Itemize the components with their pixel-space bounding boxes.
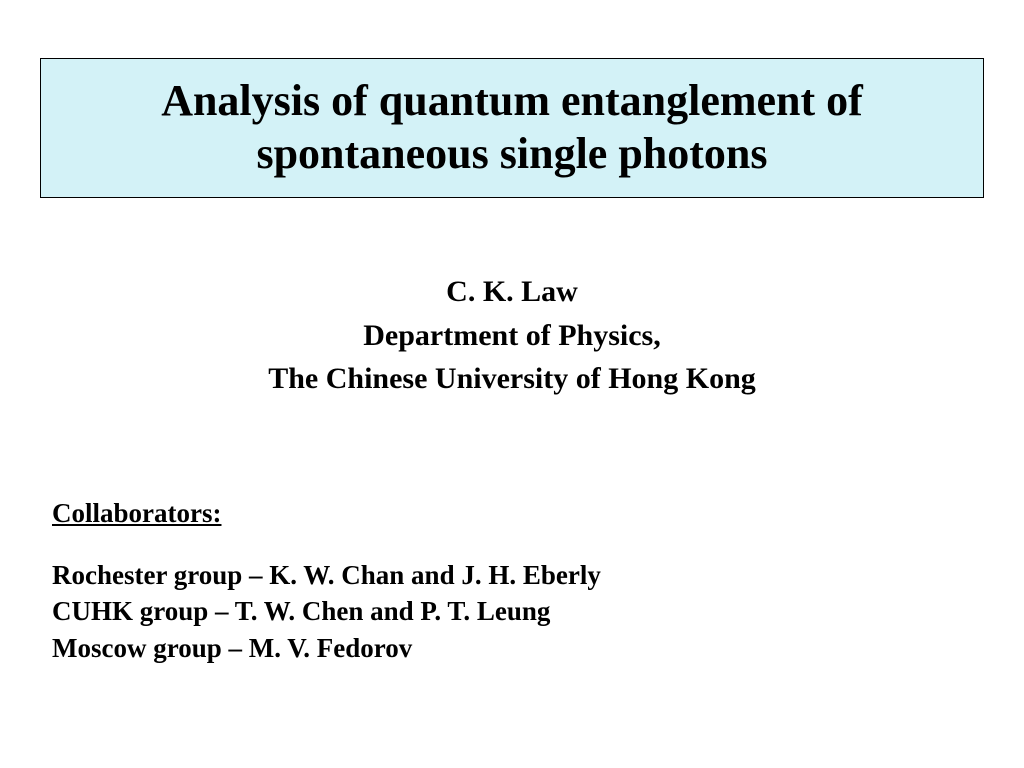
author-university: The Chinese University of Hong Kong [0, 357, 1024, 401]
collaborators-line-1: Rochester group – K. W. Chan and J. H. E… [52, 557, 601, 593]
slide: Analysis of quantum entanglement of spon… [0, 0, 1024, 768]
collaborators-heading: Collaborators: [52, 498, 601, 529]
author-department: Department of Physics, [0, 314, 1024, 358]
collaborators-block: Collaborators: Rochester group – K. W. C… [52, 498, 601, 666]
title-box: Analysis of quantum entanglement of spon… [40, 58, 984, 198]
slide-title: Analysis of quantum entanglement of spon… [61, 75, 963, 181]
author-name: C. K. Law [0, 270, 1024, 314]
collaborators-line-3: Moscow group – M. V. Fedorov [52, 630, 601, 666]
collaborators-line-2: CUHK group – T. W. Chen and P. T. Leung [52, 593, 601, 629]
author-block: C. K. Law Department of Physics, The Chi… [0, 270, 1024, 401]
